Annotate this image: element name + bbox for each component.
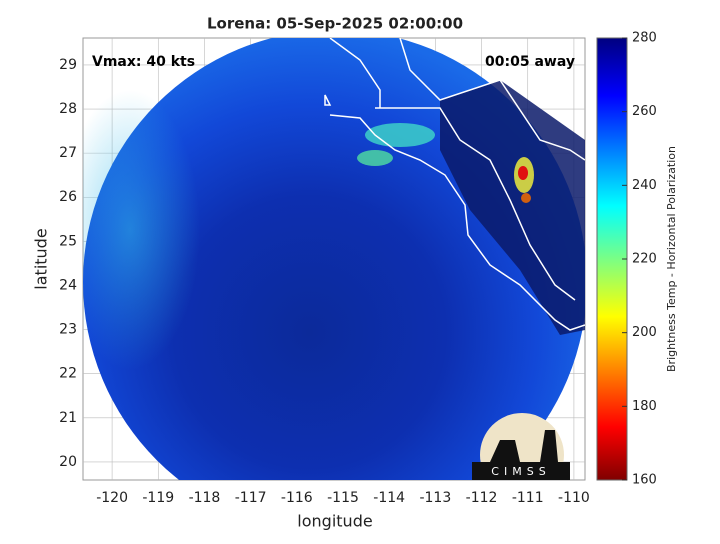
y-tick-label: 21 [59,410,77,426]
y-tick-label: 22 [59,366,77,382]
x-tick-label: -112 [466,490,498,506]
satellite-image [83,38,585,480]
colorbar-tick-label: 160 [632,473,657,488]
colorbar-tick-label: 220 [632,252,657,267]
y-tick-label: 24 [59,277,77,293]
y-tick-label: 25 [59,233,77,249]
y-axis-label: latitude [32,228,51,289]
time-label: 00:05 away [485,54,575,70]
x-axis-label: longitude [297,512,372,531]
y-tick-label: 23 [59,322,77,338]
x-tick-label: -113 [419,490,451,506]
colorbar-tick-label: 280 [632,31,657,46]
title: Lorena: 05-Sep-2025 02:00:00 [207,15,463,33]
x-tick-label: -115 [327,490,359,506]
x-tick-label: -111 [512,490,544,506]
y-tick-label: 27 [59,145,77,161]
y-tick-label: 26 [59,189,77,205]
vmax-label: Vmax: 40 kts [92,54,195,70]
x-tick-label: -118 [189,490,221,506]
x-tick-label: -117 [235,490,267,506]
x-tick-label: -120 [96,490,128,506]
colorbar-tick-label: 260 [632,104,657,119]
colorbar-tick-label: 180 [632,399,657,414]
y-tick-label: 29 [59,57,77,73]
x-tick-label: -114 [373,490,405,506]
logo-text: CIMSS [491,465,550,478]
x-tick-label: -110 [558,490,590,506]
ticks: -120 -119 -118 -117 -116 -115 -114 -113 -112 -111… [59,31,657,507]
x-tick-label: -119 [142,490,174,506]
y-tick-label: 20 [59,454,77,470]
y-tick-label: 28 [59,101,77,117]
x-tick-label: -116 [281,490,313,506]
logo: CIMSS [472,413,570,480]
colorbar-label: Brightness Temp - Horizontal Polarizatio… [665,146,678,372]
colorbar-tick-label: 240 [632,178,657,193]
colorbar-tick-label: 200 [632,325,657,340]
